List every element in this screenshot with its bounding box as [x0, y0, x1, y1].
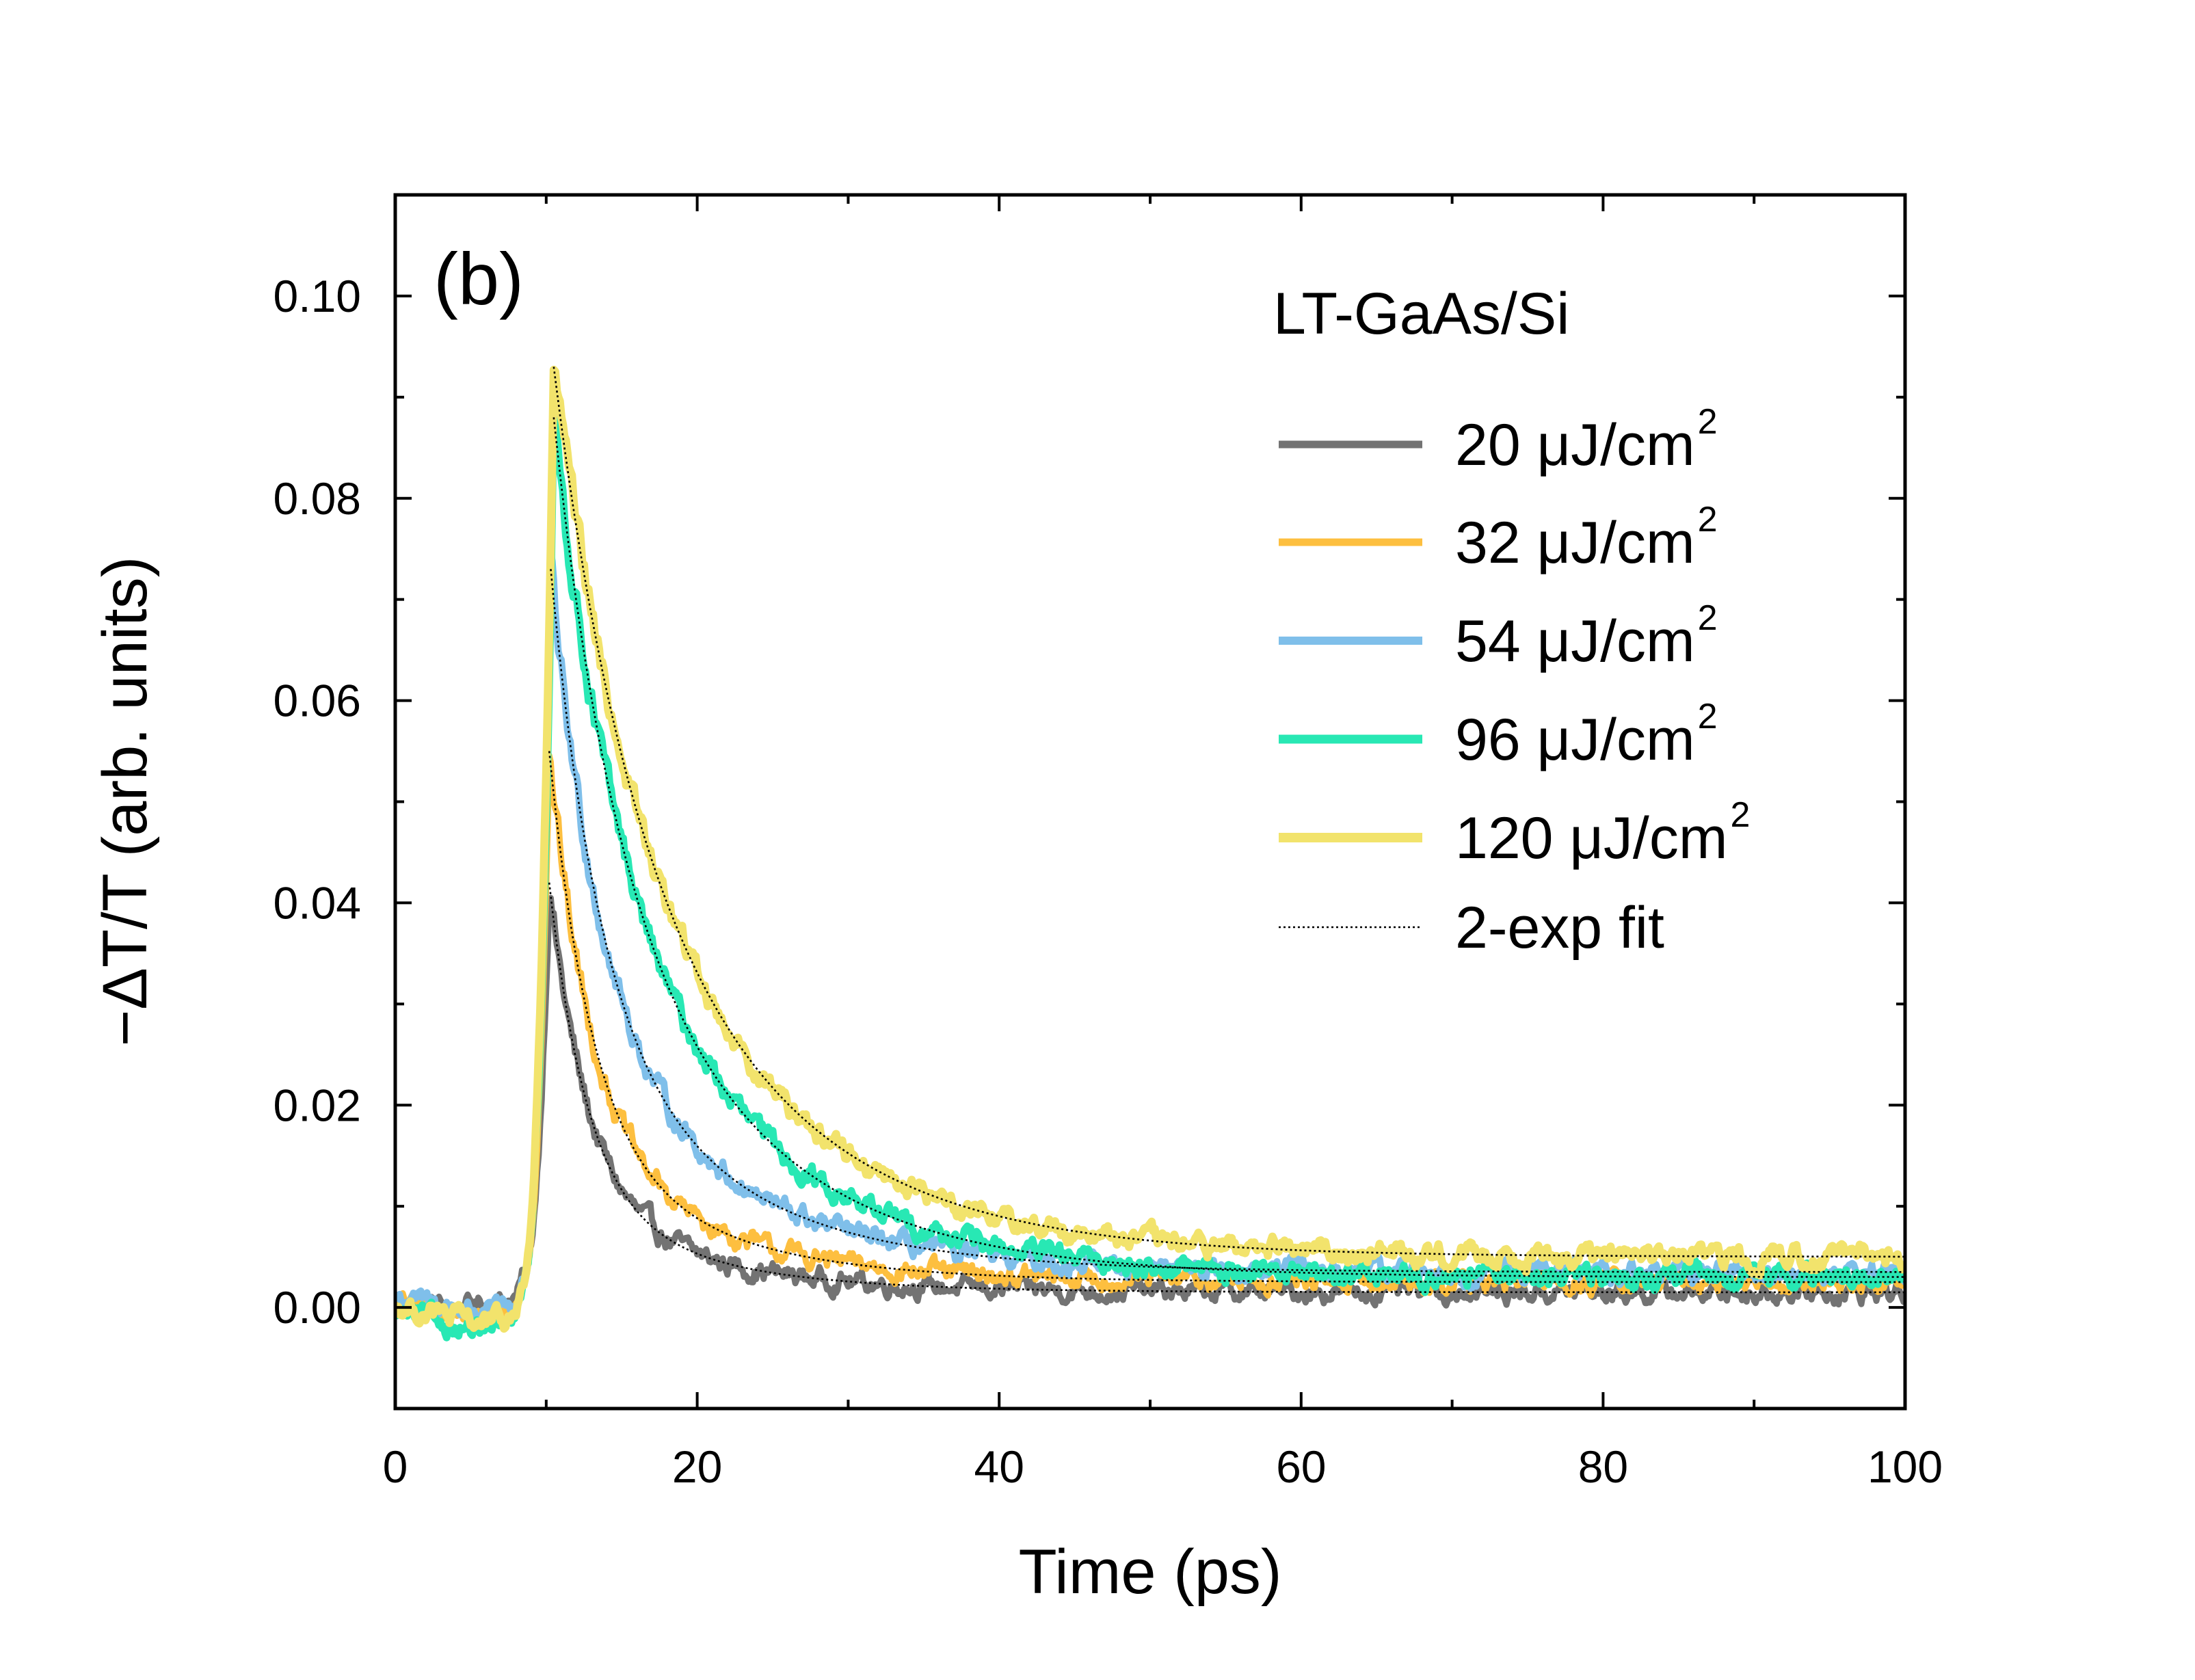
legend: 20 μJ/cm2 32 μJ/cm2 54 μJ/cm2 96 μJ/cm2 120 … — [1279, 402, 1750, 961]
fit-line — [553, 417, 1905, 1278]
y-tick-label: 0.08 — [274, 473, 361, 524]
panel-label: (b) — [434, 237, 524, 320]
legend-label: 120 μJ/cm2 — [1455, 795, 1750, 871]
x-tick-labels: 0 20 40 60 80 100 — [383, 1441, 1943, 1492]
x-tick-label: 100 — [1867, 1441, 1943, 1492]
fit-line — [548, 751, 1904, 1283]
legend-title: LT-GaAs/Si — [1273, 281, 1569, 347]
x-tick-label: 60 — [1276, 1441, 1326, 1492]
series-line — [395, 894, 1905, 1318]
ticks-layer — [394, 194, 1906, 1410]
legend-label: 96 μJ/cm2 — [1455, 697, 1718, 773]
y-tick-label: 0.06 — [274, 676, 361, 726]
x-tick-label: 40 — [974, 1441, 1024, 1492]
legend-label: 54 μJ/cm2 — [1455, 598, 1718, 674]
fit-line — [553, 366, 1905, 1258]
y-tick-label: 0.02 — [274, 1080, 361, 1130]
legend-superscript: 2 — [1698, 697, 1718, 736]
legend-superscript: 2 — [1698, 402, 1718, 442]
x-tick-label: 0 — [383, 1441, 408, 1492]
y-tick-label: 0.04 — [274, 877, 361, 928]
y-tick-label: 0.00 — [274, 1282, 361, 1333]
x-axis-title: Time (ps) — [1018, 1537, 1281, 1607]
legend-superscript: 2 — [1698, 500, 1718, 539]
legend-fit-label: 2-exp fit — [1455, 895, 1664, 961]
fit-line — [548, 882, 1904, 1294]
y-axis-title: −ΔT/T (arb. units) — [90, 557, 160, 1047]
x-tick-label: 80 — [1578, 1441, 1628, 1492]
legend-superscript: 2 — [1730, 795, 1750, 835]
y-tick-labels: 0.00 0.02 0.04 0.06 0.08 0.10 — [274, 271, 361, 1333]
legend-label: 32 μJ/cm2 — [1455, 500, 1718, 576]
legend-superscript: 2 — [1698, 598, 1718, 638]
legend-label: 20 μJ/cm2 — [1455, 402, 1718, 478]
fit-layer — [548, 366, 1905, 1294]
x-tick-label: 20 — [672, 1441, 722, 1492]
y-tick-label: 0.10 — [274, 271, 361, 321]
